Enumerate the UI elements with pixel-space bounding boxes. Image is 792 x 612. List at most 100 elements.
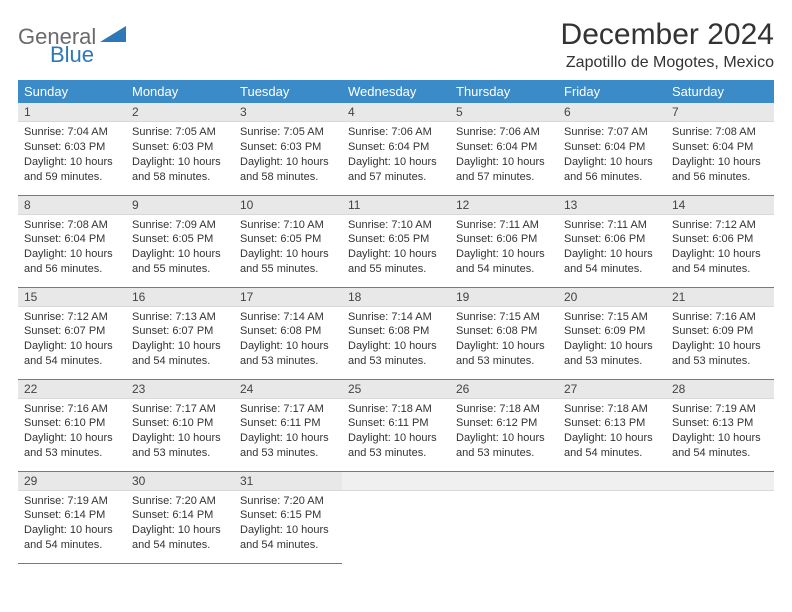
daylight-line: Daylight: 10 hours and 56 minutes. [672, 156, 761, 183]
calendar-cell: 24Sunrise: 7:17 AMSunset: 6:11 PMDayligh… [234, 379, 342, 471]
day-body: Sunrise: 7:14 AMSunset: 6:08 PMDaylight:… [234, 307, 342, 373]
calendar-cell [558, 471, 666, 563]
day-number: 21 [666, 288, 774, 307]
day-body: Sunrise: 7:05 AM Sunset: 6:03 PM Daylight:… [234, 122, 342, 188]
sunset-line: Sunset: 6:10 PM [132, 417, 213, 429]
sunset-line: Sunset: 6:06 PM [672, 233, 753, 245]
day-body: Sunrise: 7:06 AMSunset: 6:04 PMDaylight:… [342, 122, 450, 188]
sunrise-line: Sunrise: 7:18 AM [564, 403, 648, 415]
day-number: 25 [342, 380, 450, 399]
title-block: December 2024 Zapotillo de Mogotes, Mexi… [561, 18, 774, 72]
calendar-cell: 26Sunrise: 7:18 AMSunset: 6:12 PMDayligh… [450, 379, 558, 471]
sunrise-line: Sunrise: 7:15 AM [564, 311, 648, 323]
daylight-line: Daylight: 10 hours and 54 minutes. [456, 248, 545, 275]
sunset-line: Sunset: 6:09 PM [564, 325, 645, 337]
sunset-line: Sunset: 6:05 PM [240, 233, 321, 245]
sunrise-line: Sunrise: 7:11 AM [564, 219, 647, 231]
sunrise-line: Sunrise: 7:04 AM [24, 126, 108, 138]
sunset-line: Sunset: 6:07 PM [24, 325, 105, 337]
sunrise-line: Sunrise: 7:14 AM [348, 311, 432, 323]
day-body: Sunrise: 7:11 AM Sunset: 6:06 PM Daylight:… [450, 215, 558, 281]
day-body: Sunrise: 7:08 AMSunset: 6:04 PMDaylight:… [18, 215, 126, 281]
month-title: December 2024 [561, 18, 774, 52]
calendar-row: 29Sunrise: 7:19 AMSunset: 6:14 PMDayligh… [18, 471, 774, 563]
day-body: Sunrise: 7:08 AMSunset: 6:04 PMDaylight:… [666, 122, 774, 188]
calendar-cell: 6Sunrise: 7:07 AMSunset: 6:04 PMDaylight… [558, 103, 666, 195]
sunrise-line: Sunrise: 7:05 AM [132, 126, 216, 138]
daylight-line: Daylight: 10 hours and 54 minutes. [240, 524, 329, 551]
day-body: Sunrise: 7:17 AM Sunset: 6:10 PM Daylight:… [126, 399, 234, 465]
day-body: Sunrise: 7:12 AMSunset: 6:06 PMDaylight:… [666, 215, 774, 281]
sunrise-line: Sunrise: 7:17 AM [132, 403, 216, 415]
calendar-cell: 22Sunrise: 7:16 AMSunset: 6:10 PMDayligh… [18, 379, 126, 471]
sunset-line: Sunset: 6:05 PM [132, 233, 213, 245]
sunrise-line: Sunrise: 7:16 AM [672, 311, 756, 323]
location-label: Zapotillo de Mogotes, Mexico [561, 54, 774, 72]
sunrise-line: Sunrise: 7:18 AM [348, 403, 432, 415]
day-body: Sunrise: 7:13 AMSunset: 6:07 PMDaylight:… [126, 307, 234, 373]
calendar-cell: 19Sunrise: 7:15 AMSunset: 6:08 PMDayligh… [450, 287, 558, 379]
sunset-line: Sunset: 6:03 PM [240, 141, 321, 153]
day-number: 22 [18, 380, 126, 399]
daylight-line: Daylight: 10 hours and 53 minutes. [24, 432, 113, 459]
calendar-cell: 17Sunrise: 7:14 AMSunset: 6:08 PMDayligh… [234, 287, 342, 379]
calendar-cell: 29Sunrise: 7:19 AMSunset: 6:14 PMDayligh… [18, 471, 126, 563]
sunrise-line: Sunrise: 7:10 AM [240, 219, 324, 231]
daylight-line: Daylight: 10 hours and 53 minutes. [456, 432, 545, 459]
calendar-cell: 2Sunrise: 7:05 AMSunset: 6:03 PMDaylight… [126, 103, 234, 195]
weekday-header: Tuesday [234, 80, 342, 103]
daylight-line: Daylight: 10 hours and 58 minutes. [240, 156, 329, 183]
day-number: 14 [666, 196, 774, 215]
calendar-cell [450, 471, 558, 563]
weekday-header: Friday [558, 80, 666, 103]
day-number: 1 [18, 103, 126, 122]
day-body: Sunrise: 7:18 AMSunset: 6:12 PMDaylight:… [450, 399, 558, 465]
sunrise-line: Sunrise: 7:05 AM [240, 126, 324, 138]
day-number: 13 [558, 196, 666, 215]
day-body: Sunrise: 7:16 AMSunset: 6:10 PMDaylight:… [18, 399, 126, 465]
sunset-line: Sunset: 6:14 PM [24, 509, 105, 521]
sunrise-line: Sunrise: 7:09 AM [132, 219, 216, 231]
day-body: Sunrise: 7:05 AMSunset: 6:03 PMDaylight:… [126, 122, 234, 188]
sunset-line: Sunset: 6:07 PM [132, 325, 213, 337]
calendar-table: SundayMondayTuesdayWednesdayThursdayFrid… [18, 80, 774, 564]
daylight-line: Daylight: 10 hours and 54 minutes. [132, 340, 221, 367]
sunset-line: Sunset: 6:14 PM [132, 509, 213, 521]
day-body: Sunrise: 7:16 AMSunset: 6:09 PMDaylight:… [666, 307, 774, 373]
calendar-cell: 25Sunrise: 7:18 AMSunset: 6:11 PMDayligh… [342, 379, 450, 471]
day-body: Sunrise: 7:10 AMSunset: 6:05 PMDaylight:… [342, 215, 450, 281]
day-body: Sunrise: 7:15 AMSunset: 6:08 PMDaylight:… [450, 307, 558, 373]
sunrise-line: Sunrise: 7:17 AM [240, 403, 324, 415]
sunrise-line: Sunrise: 7:06 AM [456, 126, 540, 138]
day-number: 24 [234, 380, 342, 399]
sunset-line: Sunset: 6:04 PM [564, 141, 645, 153]
day-body: Sunrise: 7:20 AMSunset: 6:14 PMDaylight:… [126, 491, 234, 557]
sunrise-line: Sunrise: 7:14 AM [240, 311, 324, 323]
sunset-line: Sunset: 6:10 PM [24, 417, 105, 429]
daylight-line: Daylight: 10 hours and 55 minutes. [132, 248, 221, 275]
sunset-line: Sunset: 6:11 PM [240, 417, 321, 429]
sunset-line: Sunset: 6:13 PM [564, 417, 645, 429]
calendar-cell: 28Sunrise: 7:19 AMSunset: 6:13 PMDayligh… [666, 379, 774, 471]
sunrise-line: Sunrise: 7:11 AM [456, 219, 539, 231]
calendar-cell: 14Sunrise: 7:12 AMSunset: 6:06 PMDayligh… [666, 195, 774, 287]
sunset-line: Sunset: 6:06 PM [456, 233, 537, 245]
day-number: 6 [558, 103, 666, 122]
daylight-line: Daylight: 10 hours and 53 minutes. [132, 432, 221, 459]
weekday-header: Saturday [666, 80, 774, 103]
day-number: 3 [234, 103, 342, 122]
daylight-line: Daylight: 10 hours and 57 minutes. [456, 156, 545, 183]
empty-daynum [450, 472, 558, 491]
day-number: 10 [234, 196, 342, 215]
calendar-cell: 3 Sunrise: 7:05 AM Sunset: 6:03 PM Daylight… [234, 103, 342, 195]
day-number: 19 [450, 288, 558, 307]
sunset-line: Sunset: 6:09 PM [672, 325, 753, 337]
calendar-cell: 16Sunrise: 7:13 AMSunset: 6:07 PMDayligh… [126, 287, 234, 379]
day-number: 31 [234, 472, 342, 491]
daylight-line: Daylight: 10 hours and 53 minutes. [348, 340, 437, 367]
sunrise-line: Sunrise: 7:08 AM [24, 219, 108, 231]
day-number: 20 [558, 288, 666, 307]
day-body: Sunrise: 7:18 AMSunset: 6:11 PMDaylight:… [342, 399, 450, 465]
sunset-line: Sunset: 6:05 PM [348, 233, 429, 245]
weekday-header: Sunday [18, 80, 126, 103]
